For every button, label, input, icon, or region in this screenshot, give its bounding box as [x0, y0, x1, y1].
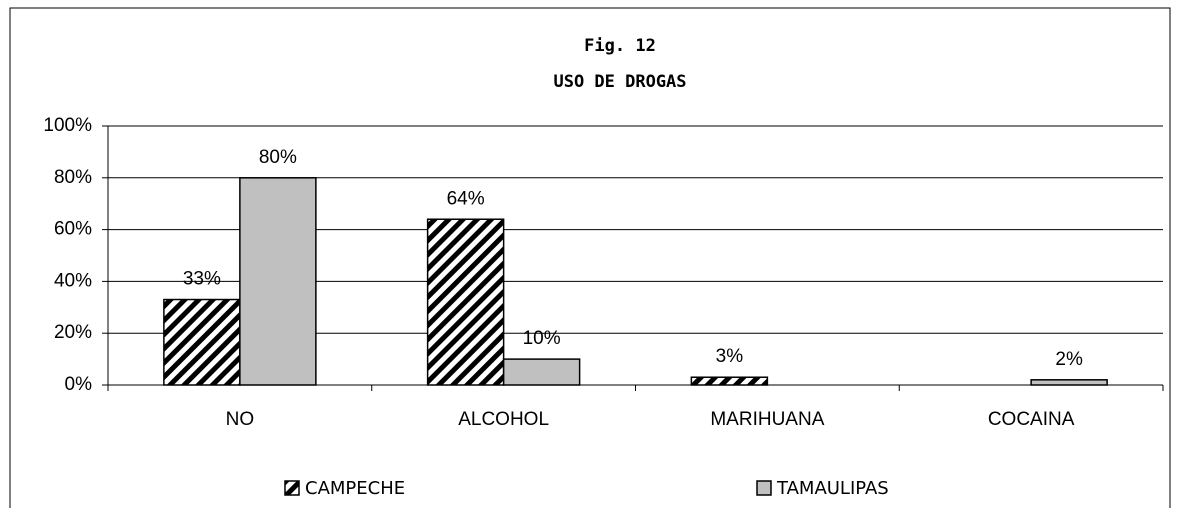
legend-swatch — [756, 480, 772, 496]
y-tick-label: 40% — [54, 270, 92, 291]
bar — [426, 218, 505, 386]
bar — [1030, 379, 1108, 386]
chart-title: Fig. 12 — [584, 36, 656, 56]
bar — [239, 177, 317, 386]
x-tick-label: MARIHUANA — [710, 409, 824, 430]
y-tick-label: 0% — [65, 374, 93, 395]
data-label: 64% — [447, 188, 485, 209]
bar — [690, 376, 769, 386]
y-tick-label: 100% — [43, 115, 92, 136]
frame — [9, 7, 1171, 508]
legend-swatch — [284, 480, 300, 496]
x-tick-label: ALCOHOL — [458, 409, 549, 430]
x-tick-label: COCAINA — [988, 409, 1075, 430]
data-label: 80% — [259, 147, 297, 168]
y-tick-label: 80% — [54, 167, 92, 188]
data-label: 10% — [523, 328, 561, 349]
data-label: 33% — [183, 269, 221, 290]
data-label: 2% — [1055, 349, 1083, 370]
data-label: 3% — [716, 346, 744, 367]
bar — [163, 298, 241, 386]
chart-subtitle: USO DE DROGAS — [553, 72, 686, 92]
legend-label: TAMAULIPAS — [776, 478, 889, 499]
y-tick-label: 60% — [54, 219, 92, 240]
y-tick-label: 20% — [54, 322, 92, 343]
x-tick-label: NO — [226, 409, 255, 430]
bar — [502, 358, 581, 386]
legend-label: CAMPECHE — [305, 478, 405, 499]
